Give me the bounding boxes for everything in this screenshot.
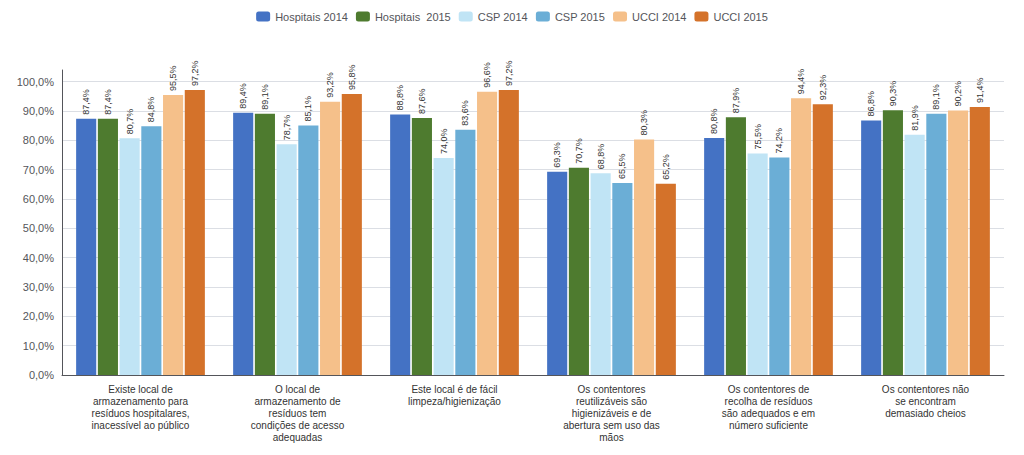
svg-text:100,0%: 100,0% bbox=[17, 76, 55, 88]
svg-text:97,2%: 97,2% bbox=[504, 60, 514, 86]
svg-text:89,4%: 89,4% bbox=[238, 83, 248, 109]
svg-text:mãos: mãos bbox=[599, 432, 623, 443]
svg-text:65,5%: 65,5% bbox=[617, 153, 627, 179]
svg-text:91,4%: 91,4% bbox=[975, 77, 985, 103]
svg-text:limpeza/higienização: limpeza/higienização bbox=[408, 396, 501, 407]
svg-text:armazenamento de: armazenamento de bbox=[254, 396, 341, 407]
svg-text:Os contentores não: Os contentores não bbox=[882, 384, 970, 395]
svg-text:Hospitais 2015: Hospitais 2015 bbox=[375, 11, 451, 23]
svg-text:CSP 2014: CSP 2014 bbox=[478, 11, 528, 23]
svg-text:94,4%: 94,4% bbox=[796, 69, 806, 95]
svg-text:abertura sem uso das: abertura sem uso das bbox=[563, 420, 660, 431]
svg-text:80,8%: 80,8% bbox=[709, 109, 719, 135]
svg-text:87,6%: 87,6% bbox=[417, 89, 427, 115]
svg-text:20,0%: 20,0% bbox=[23, 310, 54, 322]
svg-text:60,0%: 60,0% bbox=[23, 193, 54, 205]
svg-text:80,0%: 80,0% bbox=[23, 134, 54, 146]
svg-text:UCCI 2015: UCCI 2015 bbox=[713, 11, 767, 23]
svg-text:89,1%: 89,1% bbox=[260, 84, 270, 110]
svg-text:Hospitais 2014: Hospitais 2014 bbox=[275, 11, 348, 23]
svg-text:85,1%: 85,1% bbox=[303, 96, 313, 122]
svg-text:condições de acesso: condições de acesso bbox=[251, 420, 345, 431]
svg-text:armazenamento para: armazenamento para bbox=[93, 396, 188, 407]
svg-text:81,9%: 81,9% bbox=[910, 105, 920, 131]
svg-text:Os contentores de: Os contentores de bbox=[728, 384, 810, 395]
svg-text:demasiado cheios: demasiado cheios bbox=[885, 408, 966, 419]
svg-text:65,2%: 65,2% bbox=[661, 154, 671, 180]
svg-text:75,5%: 75,5% bbox=[753, 124, 763, 150]
svg-text:80,7%: 80,7% bbox=[125, 109, 135, 135]
svg-text:50,0%: 50,0% bbox=[23, 222, 54, 234]
svg-text:reutilizáveis são: reutilizáveis são bbox=[576, 396, 648, 407]
svg-text:número suficiente: número suficiente bbox=[729, 420, 808, 431]
svg-text:0,0%: 0,0% bbox=[29, 369, 54, 381]
svg-text:84,8%: 84,8% bbox=[146, 97, 156, 123]
svg-text:78,7%: 78,7% bbox=[282, 115, 292, 141]
svg-text:Existe local de: Existe local de bbox=[108, 384, 173, 395]
svg-text:resíduos tem: resíduos tem bbox=[269, 408, 327, 419]
svg-text:95,5%: 95,5% bbox=[168, 65, 178, 91]
svg-text:95,8%: 95,8% bbox=[347, 65, 357, 91]
svg-text:90,2%: 90,2% bbox=[953, 81, 963, 107]
svg-text:70,7%: 70,7% bbox=[574, 138, 584, 164]
svg-text:83,6%: 83,6% bbox=[460, 100, 470, 126]
svg-text:80,3%: 80,3% bbox=[639, 110, 649, 136]
svg-text:90,3%: 90,3% bbox=[888, 81, 898, 107]
svg-text:higienizáveis e de: higienizáveis e de bbox=[572, 408, 652, 419]
svg-text:CSP 2015: CSP 2015 bbox=[555, 11, 605, 23]
svg-text:30,0%: 30,0% bbox=[23, 281, 54, 293]
svg-text:88,8%: 88,8% bbox=[395, 85, 405, 111]
svg-text:96,6%: 96,6% bbox=[482, 62, 492, 88]
svg-text:10,0%: 10,0% bbox=[23, 340, 54, 352]
svg-text:89,1%: 89,1% bbox=[931, 84, 941, 110]
svg-text:69,3%: 69,3% bbox=[552, 142, 562, 168]
svg-text:Este local é de fácil: Este local é de fácil bbox=[411, 384, 497, 395]
svg-text:87,4%: 87,4% bbox=[103, 89, 113, 115]
svg-text:74,2%: 74,2% bbox=[774, 128, 784, 154]
svg-text:86,8%: 86,8% bbox=[866, 91, 876, 117]
svg-text:recolha de resíduos: recolha de resíduos bbox=[725, 396, 813, 407]
svg-text:74,0%: 74,0% bbox=[439, 128, 449, 154]
svg-text:resíduos hospitalares,: resíduos hospitalares, bbox=[92, 408, 190, 419]
svg-text:87,9%: 87,9% bbox=[731, 88, 741, 114]
svg-text:O local de: O local de bbox=[275, 384, 320, 395]
svg-text:90,0%: 90,0% bbox=[23, 105, 54, 117]
svg-text:68,8%: 68,8% bbox=[596, 144, 606, 170]
svg-text:Os contentores: Os contentores bbox=[578, 384, 646, 395]
svg-text:adequadas: adequadas bbox=[273, 432, 323, 443]
svg-text:são adequados e em: são adequados e em bbox=[722, 408, 815, 419]
svg-text:inacessível ao público: inacessível ao público bbox=[92, 420, 190, 431]
svg-text:87,4%: 87,4% bbox=[81, 89, 91, 115]
svg-text:40,0%: 40,0% bbox=[23, 252, 54, 264]
svg-text:93,2%: 93,2% bbox=[325, 72, 335, 98]
svg-text:70,0%: 70,0% bbox=[23, 164, 54, 176]
svg-text:UCCI 2014: UCCI 2014 bbox=[632, 11, 686, 23]
svg-text:97,2%: 97,2% bbox=[190, 60, 200, 86]
svg-text:se encontram: se encontram bbox=[895, 396, 956, 407]
svg-text:92,3%: 92,3% bbox=[818, 75, 828, 101]
